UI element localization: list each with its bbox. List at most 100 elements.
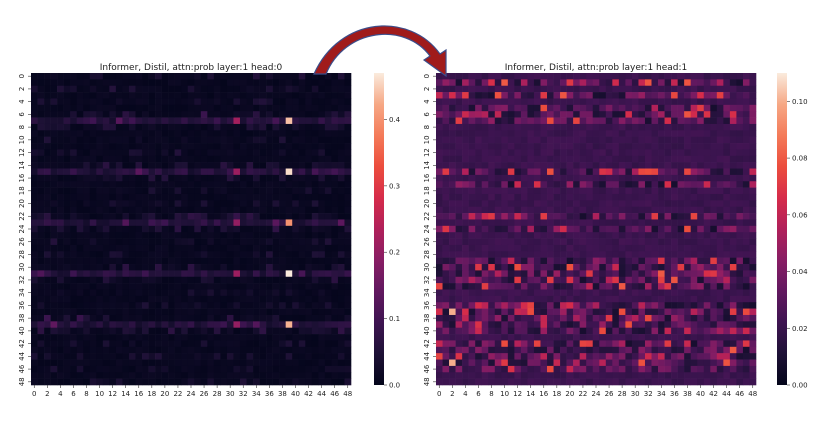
heatmap-cell bbox=[547, 257, 554, 265]
heatmap-cell bbox=[631, 251, 639, 258]
heatmap-cell bbox=[507, 155, 515, 163]
heatmap-cell bbox=[324, 295, 332, 303]
heatmap-cell bbox=[213, 340, 221, 348]
heatmap-cell bbox=[311, 143, 319, 150]
heatmap-cell bbox=[194, 244, 202, 252]
heatmap-cell bbox=[514, 111, 522, 118]
heatmap-cell bbox=[488, 232, 496, 239]
heatmap-cell bbox=[579, 187, 587, 195]
y-tick-label: 4 bbox=[18, 99, 26, 104]
heatmap-cell bbox=[331, 206, 339, 214]
heatmap-cell bbox=[259, 346, 267, 354]
heatmap-cell bbox=[109, 283, 117, 290]
heatmap-cell bbox=[566, 104, 574, 112]
heatmap-cell bbox=[155, 340, 162, 348]
heatmap-cell bbox=[63, 193, 71, 201]
heatmap-cell bbox=[612, 327, 620, 335]
heatmap-cell bbox=[148, 73, 156, 80]
heatmap-cell bbox=[337, 200, 345, 208]
heatmap-cell bbox=[690, 136, 698, 144]
heatmap-cell bbox=[128, 378, 136, 386]
heatmap-cell bbox=[579, 193, 587, 201]
heatmap-cell bbox=[226, 149, 234, 157]
heatmap-cell bbox=[455, 117, 463, 125]
heatmap-cell bbox=[331, 302, 339, 309]
heatmap-cell bbox=[285, 104, 293, 112]
y-tick-label: 10 bbox=[423, 135, 431, 144]
heatmap-cell bbox=[128, 225, 136, 233]
heatmap-cell bbox=[253, 334, 260, 341]
heatmap-cell bbox=[76, 359, 84, 367]
heatmap-cell bbox=[76, 162, 84, 169]
heatmap-cell bbox=[592, 372, 600, 379]
heatmap-cell bbox=[161, 168, 169, 176]
heatmap-cell bbox=[605, 200, 613, 208]
heatmap-cell bbox=[599, 225, 607, 233]
heatmap-cell bbox=[501, 98, 509, 106]
heatmap-cell bbox=[501, 334, 509, 341]
heatmap-cell bbox=[742, 314, 750, 322]
heatmap-cell bbox=[631, 244, 639, 252]
heatmap-cell bbox=[671, 340, 678, 348]
heatmap-cell bbox=[337, 244, 345, 252]
heatmap-cell bbox=[507, 79, 515, 87]
heatmap-cell bbox=[651, 187, 659, 195]
heatmap-cell bbox=[272, 174, 280, 182]
heatmap-cell bbox=[651, 111, 659, 118]
heatmap-cell bbox=[181, 372, 189, 379]
heatmap-cell bbox=[547, 251, 554, 258]
heatmap-cell bbox=[109, 117, 117, 125]
heatmap-cell bbox=[488, 187, 496, 195]
heatmap-cell bbox=[259, 302, 267, 309]
heatmap-cell bbox=[462, 314, 469, 322]
heatmap-cell bbox=[50, 193, 58, 201]
heatmap-cell bbox=[207, 104, 215, 112]
heatmap-cell bbox=[37, 257, 45, 265]
heatmap-cell bbox=[442, 206, 450, 214]
heatmap-cell bbox=[494, 295, 502, 303]
heatmap-cell bbox=[63, 257, 71, 265]
heatmap-cell bbox=[187, 372, 195, 379]
heatmap-cell bbox=[181, 225, 189, 233]
heatmap-cell bbox=[115, 283, 123, 290]
heatmap-cell bbox=[573, 123, 580, 131]
heatmap-cell bbox=[239, 149, 247, 157]
heatmap-cell bbox=[449, 346, 456, 354]
heatmap-cell bbox=[677, 251, 685, 258]
heatmap-cell bbox=[155, 174, 162, 182]
heatmap-cell bbox=[631, 85, 639, 93]
heatmap-cell bbox=[638, 308, 646, 316]
heatmap-cell bbox=[605, 187, 613, 195]
heatmap-cell bbox=[128, 73, 136, 80]
heatmap-cell bbox=[742, 193, 750, 201]
heatmap-cell bbox=[579, 174, 587, 182]
heatmap-cell bbox=[272, 276, 280, 284]
heatmap-cell bbox=[298, 365, 306, 373]
heatmap-cell bbox=[168, 257, 175, 265]
heatmap-cell bbox=[207, 340, 215, 348]
heatmap-cell bbox=[142, 308, 149, 316]
heatmap-cell bbox=[220, 264, 228, 271]
heatmap-cell bbox=[89, 378, 97, 386]
y-tick-label: 12 bbox=[423, 148, 431, 157]
heatmap-cell bbox=[292, 346, 300, 354]
heatmap-cell bbox=[298, 314, 306, 322]
heatmap-cell bbox=[57, 200, 64, 208]
heatmap-cell bbox=[89, 251, 97, 258]
x-tick-label: 38 bbox=[278, 390, 287, 398]
heatmap-cell bbox=[547, 289, 554, 297]
heatmap-cell bbox=[475, 187, 483, 195]
heatmap-cell bbox=[102, 98, 110, 106]
heatmap-cell bbox=[109, 149, 117, 157]
heatmap-cell bbox=[586, 314, 594, 322]
heatmap-cell bbox=[651, 359, 659, 367]
heatmap-cell bbox=[579, 308, 587, 316]
heatmap-cell bbox=[298, 193, 306, 201]
heatmap-cell bbox=[553, 92, 561, 99]
heatmap-cell bbox=[742, 295, 750, 303]
heatmap-cell bbox=[70, 264, 78, 271]
heatmap-cell bbox=[272, 257, 280, 265]
heatmap-cell bbox=[547, 174, 554, 182]
heatmap-cell bbox=[455, 143, 463, 150]
x-ticks-right: 0 2 4 6 8 10 12 14 16 18 20 22 24 26 28 30 32 34 36 38 40 42 4… bbox=[437, 385, 757, 398]
